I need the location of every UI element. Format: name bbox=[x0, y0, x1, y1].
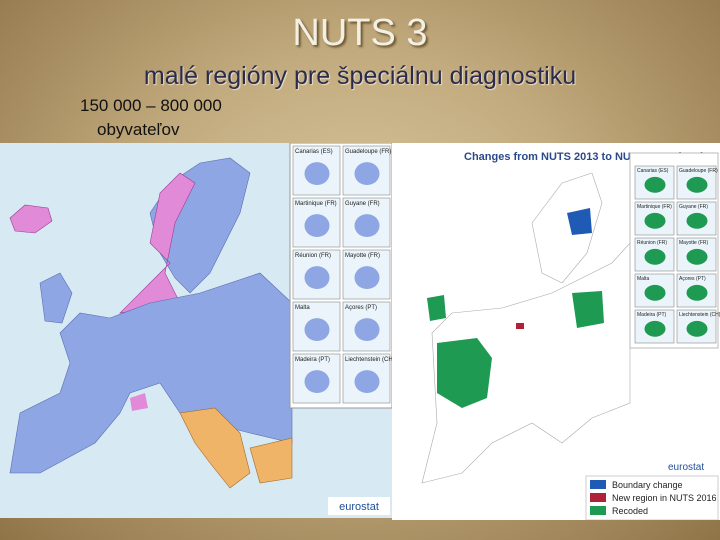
population-range: 150 000 – 800 000 bbox=[80, 96, 222, 115]
inset-land bbox=[304, 162, 330, 186]
inset-label: Mayotte (FR) bbox=[345, 253, 380, 259]
inset-label: Guadeloupe (FR) bbox=[679, 168, 718, 174]
inset-land bbox=[644, 284, 666, 301]
inset-land bbox=[304, 214, 330, 238]
inset-label: Réunion (FR) bbox=[295, 253, 331, 259]
inset-label: Canarias (ES) bbox=[295, 149, 333, 155]
inset-land bbox=[354, 318, 380, 342]
logo: eurostat bbox=[339, 501, 379, 513]
legend-swatch bbox=[590, 493, 606, 502]
left-map: eurostat Canarias (ES) Guadeloupe (FR) Mar… bbox=[0, 143, 392, 518]
inset-frame bbox=[342, 353, 391, 404]
inset-label: Liechtenstein (CH) bbox=[679, 312, 720, 318]
inset-land bbox=[644, 248, 666, 265]
inset-label: Guyane (FR) bbox=[345, 201, 380, 207]
inset-land bbox=[354, 266, 380, 290]
legend-label: Boundary change bbox=[612, 480, 683, 490]
legend-label: New region in NUTS 2016 bbox=[612, 493, 717, 503]
inset-label: Guadeloupe (FR) bbox=[345, 149, 391, 155]
inset-label: Açores (PT) bbox=[679, 276, 706, 282]
inset-land bbox=[644, 176, 666, 193]
inset-land bbox=[686, 176, 708, 193]
logo: eurostat bbox=[668, 462, 704, 473]
inset-land bbox=[304, 266, 330, 290]
slide-subtitle: malé regióny pre špeciálnu diagnostiku bbox=[143, 62, 577, 90]
inset-label: Réunion (FR) bbox=[637, 240, 667, 246]
inset-land bbox=[686, 284, 708, 301]
inset-label: Malta bbox=[637, 276, 649, 282]
inset-land bbox=[354, 370, 380, 394]
inset-label: Canarias (ES) bbox=[637, 168, 669, 174]
right-map: Changes from NUTS 2013 to NUTS 2016, lev… bbox=[392, 143, 720, 520]
inset-land bbox=[644, 320, 666, 337]
inset-land bbox=[686, 212, 708, 229]
inset-label: Açores (PT) bbox=[345, 305, 377, 311]
inset-land bbox=[686, 320, 708, 337]
inset-land bbox=[644, 212, 666, 229]
inset-land bbox=[686, 248, 708, 265]
inset-land bbox=[354, 214, 380, 238]
inset-label: Malta bbox=[295, 305, 310, 311]
inset-label: Mayotte (FR) bbox=[679, 240, 709, 246]
inset-land bbox=[304, 318, 330, 342]
legend-label: Recoded bbox=[612, 506, 648, 516]
legend-swatch bbox=[590, 480, 606, 489]
slide-title: NUTS 3 bbox=[292, 12, 428, 54]
inset-label: Liechtenstein (CH) bbox=[345, 357, 392, 363]
inset-label: Madeira (PT) bbox=[295, 357, 330, 363]
inset-label: Guyane (FR) bbox=[679, 204, 708, 210]
legend-swatch bbox=[590, 506, 606, 515]
inset-land bbox=[304, 370, 330, 394]
inset-land bbox=[354, 162, 380, 186]
population-unit: obyvateľov bbox=[97, 120, 180, 139]
inset-label: Martinique (FR) bbox=[637, 204, 672, 210]
inset-label: Martinique (FR) bbox=[295, 201, 337, 207]
inset-label: Madeira (PT) bbox=[637, 312, 667, 318]
